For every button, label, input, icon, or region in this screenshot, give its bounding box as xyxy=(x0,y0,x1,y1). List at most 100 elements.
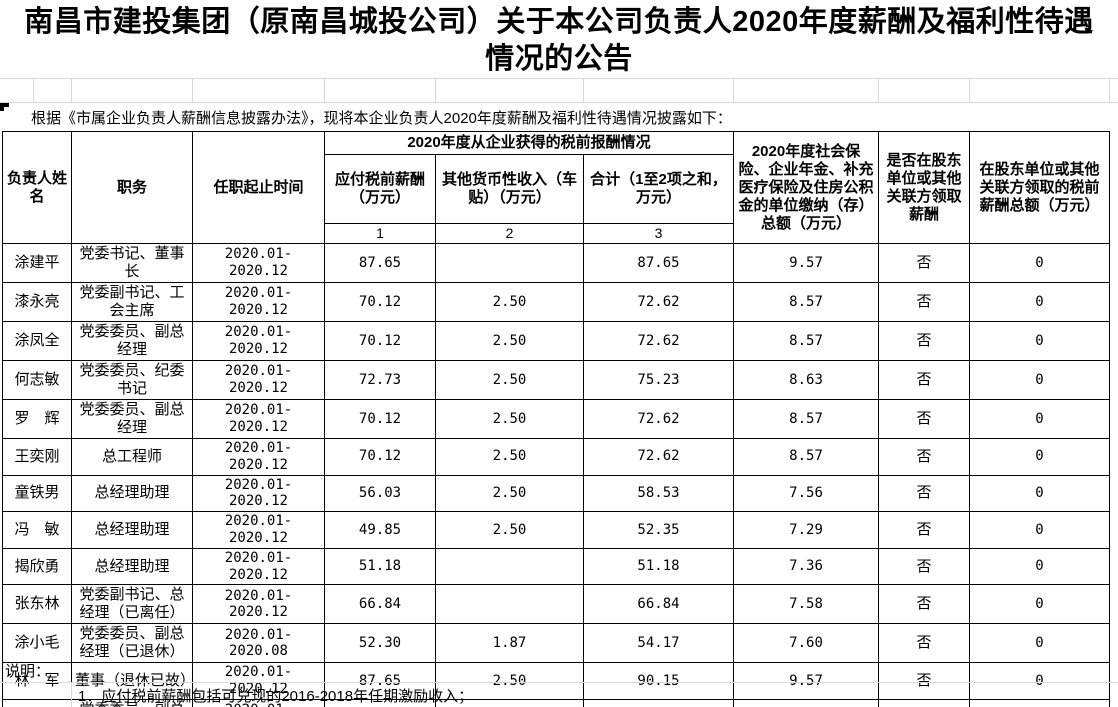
cell-total: 66.84 xyxy=(582,584,735,625)
cell-shareholder-paid: 否 xyxy=(878,321,971,361)
intro-row: 根据《市属企业负责人薪酬信息披露办法》，现将本企业负责人2020年度薪酬及福利性… xyxy=(0,103,1118,131)
cell-name: 林 军 xyxy=(2,662,72,700)
note-row-1: 1．应付税前薪酬包括可兑现的2016-2018年任期激励收入； xyxy=(0,683,1118,707)
cell-shareholder-paid: 否 xyxy=(878,360,971,400)
col-header-other-income: 其他货币性收入（车贴）（万元） xyxy=(435,154,584,224)
col-header-position: 职务 xyxy=(71,131,193,244)
table-row: 涂建平 党委书记、董事长 2020.01-2020.12 87.65 87.65… xyxy=(2,243,1111,283)
cell-other-income: 1.87 xyxy=(435,623,584,664)
cell-pretax-salary: 70.12 xyxy=(324,321,436,361)
cell-shareholder-paid: 否 xyxy=(878,438,971,476)
cell-name: 罗 辉 xyxy=(2,399,72,439)
cell-position: 党委委员、副总经理 xyxy=(71,399,193,439)
col-header-shareholder-paid: 是否在股东单位或其他关联方领取薪酬 xyxy=(878,131,971,244)
table-row: 漆永亮 党委副书记、工会主席 2020.01-2020.12 70.12 2.5… xyxy=(2,282,1111,322)
cell-shareholder-amount: 0 xyxy=(969,282,1111,322)
cell-position: 总工程师 xyxy=(71,438,193,476)
cell-social-insurance: 8.57 xyxy=(733,438,880,476)
cell-name: 何志敏 xyxy=(2,360,72,400)
cell-shareholder-paid: 否 xyxy=(878,399,971,439)
note-1-text: 1．应付税前薪酬包括可兑现的2016-2018年任期激励收入； xyxy=(78,687,474,705)
cell-tenure: 2020.01-2020.12 xyxy=(192,321,325,361)
cell-corner-marker xyxy=(0,103,9,111)
cell-tenure: 2020.01-2020.12 xyxy=(192,584,325,625)
col-number-3: 3 xyxy=(582,223,735,244)
cell-position: 党委副书记、总经理（已离任） xyxy=(71,584,193,625)
cell-pretax-salary: 70.12 xyxy=(324,399,436,439)
cell-shareholder-amount: 0 xyxy=(969,623,1111,664)
cell-shareholder-amount: 0 xyxy=(969,584,1111,625)
cell-pretax-salary: 49.85 xyxy=(324,511,436,549)
cell-shareholder-paid: 否 xyxy=(878,584,971,625)
table-row: 冯 敏 总经理助理 2020.01-2020.12 49.85 2.50 52.… xyxy=(2,511,1111,549)
page-title: 南昌市建投集团（原南昌城投公司）关于本公司负责人2020年度薪酬及福利性待遇情况… xyxy=(24,6,1094,76)
table-row: 王奕刚 总工程师 2020.01-2020.12 70.12 2.50 72.6… xyxy=(2,438,1111,476)
cell-other-income: 2.50 xyxy=(435,399,584,439)
cell-shareholder-amount: 0 xyxy=(969,360,1111,400)
cell-shareholder-amount: 0 xyxy=(969,243,1111,283)
cell-name: 涂凤全 xyxy=(2,321,72,361)
cell-social-insurance: 8.57 xyxy=(733,399,880,439)
cell-shareholder-paid: 否 xyxy=(878,547,971,586)
cell-tenure: 2020.01-2020.12 xyxy=(192,511,325,549)
cell-other-income: 2.50 xyxy=(435,511,584,549)
cell-position: 党委委员、纪委书记 xyxy=(71,360,193,400)
table-row: 揭欣勇 总经理助理 2020.01-2020.12 51.18 51.18 7.… xyxy=(2,547,1111,586)
col-header-social-insurance: 2020年度社会保险、企业年金、补充医疗保险及住房公积金的单位缴纳（存）总额（万… xyxy=(733,131,880,244)
table-row: 童铁男 总经理助理 2020.01-2020.12 56.03 2.50 58.… xyxy=(2,474,1111,513)
cell-pretax-salary: 52.30 xyxy=(324,623,436,664)
cell-shareholder-paid: 否 xyxy=(878,511,971,549)
cell-total: 51.18 xyxy=(582,547,735,586)
cell-pretax-salary: 66.84 xyxy=(324,584,436,625)
cell-social-insurance: 8.57 xyxy=(733,282,880,322)
cell-total: 90.15 xyxy=(582,662,735,700)
cell-shareholder-amount: 0 xyxy=(969,547,1111,586)
cell-total: 72.62 xyxy=(582,282,735,322)
col-number-2: 2 xyxy=(435,223,584,244)
cell-other-income: 2.50 xyxy=(435,474,584,513)
cell-name: 涂建平 xyxy=(2,243,72,283)
cell-position: 总经理助理 xyxy=(71,511,193,549)
cell-total: 58.53 xyxy=(582,474,735,513)
cell-name: 童铁男 xyxy=(2,474,72,513)
cell-tenure: 2020.01-2020.08 xyxy=(192,623,325,664)
salary-disclosure-table: 负责人姓名 职务 任职起止时间 2020年度从企业获得的税前报酬情况 2020年… xyxy=(2,131,1111,707)
notes-label-row: 说明： xyxy=(0,659,1118,683)
cell-total: 87.65 xyxy=(582,243,735,283)
cell-total: 52.35 xyxy=(582,511,735,549)
table-row: 涂小毛 党委委员、副总经理（已退休） 2020.01-2020.08 52.30… xyxy=(2,623,1111,664)
cell-total: 54.17 xyxy=(582,623,735,664)
cell-pretax-salary: 87.65 xyxy=(324,243,436,283)
cell-position: 党委委员、副总经理（已退休） xyxy=(71,623,193,664)
cell-tenure: 2020.01-2020.12 xyxy=(192,282,325,322)
cell-other-income xyxy=(435,243,584,283)
cell-position: 董事（退休已故） xyxy=(71,662,193,700)
col-header-name: 负责人姓名 xyxy=(2,131,72,244)
spreadsheet-empty-row xyxy=(0,78,1118,103)
cell-shareholder-amount: 0 xyxy=(969,662,1111,700)
cell-social-insurance: 7.56 xyxy=(733,474,880,513)
cell-pretax-salary: 72.73 xyxy=(324,360,436,400)
cell-social-insurance: 7.36 xyxy=(733,547,880,586)
cell-social-insurance: 7.58 xyxy=(733,584,880,625)
col-number-1: 1 xyxy=(324,223,436,244)
table-body: 涂建平 党委书记、董事长 2020.01-2020.12 87.65 87.65… xyxy=(2,243,1111,707)
cell-other-income: 2.50 xyxy=(435,282,584,322)
cell-other-income: 2.50 xyxy=(435,321,584,361)
cell-position: 总经理助理 xyxy=(71,547,193,586)
cell-name: 涂小毛 xyxy=(2,623,72,664)
cell-tenure: 2020.01-2020.12 xyxy=(192,360,325,400)
cell-social-insurance: 7.60 xyxy=(733,623,880,664)
cell-total: 72.62 xyxy=(582,438,735,476)
cell-shareholder-amount: 0 xyxy=(969,438,1111,476)
cell-name: 王奕刚 xyxy=(2,438,72,476)
cell-position: 党委委员、副总经理 xyxy=(71,321,193,361)
cell-tenure: 2020.01-2020.12 xyxy=(192,547,325,586)
col-header-pretax-salary: 应付税前薪酬（万元） xyxy=(324,154,436,224)
col-header-total: 合计（1至2项之和，万元） xyxy=(582,154,735,224)
cell-tenure: 2020.01-2020.12 xyxy=(192,474,325,513)
cell-shareholder-amount: 0 xyxy=(969,511,1111,549)
col-header-remuneration-group: 2020年度从企业获得的税前报酬情况 xyxy=(323,131,735,155)
cell-social-insurance: 9.57 xyxy=(733,243,880,283)
